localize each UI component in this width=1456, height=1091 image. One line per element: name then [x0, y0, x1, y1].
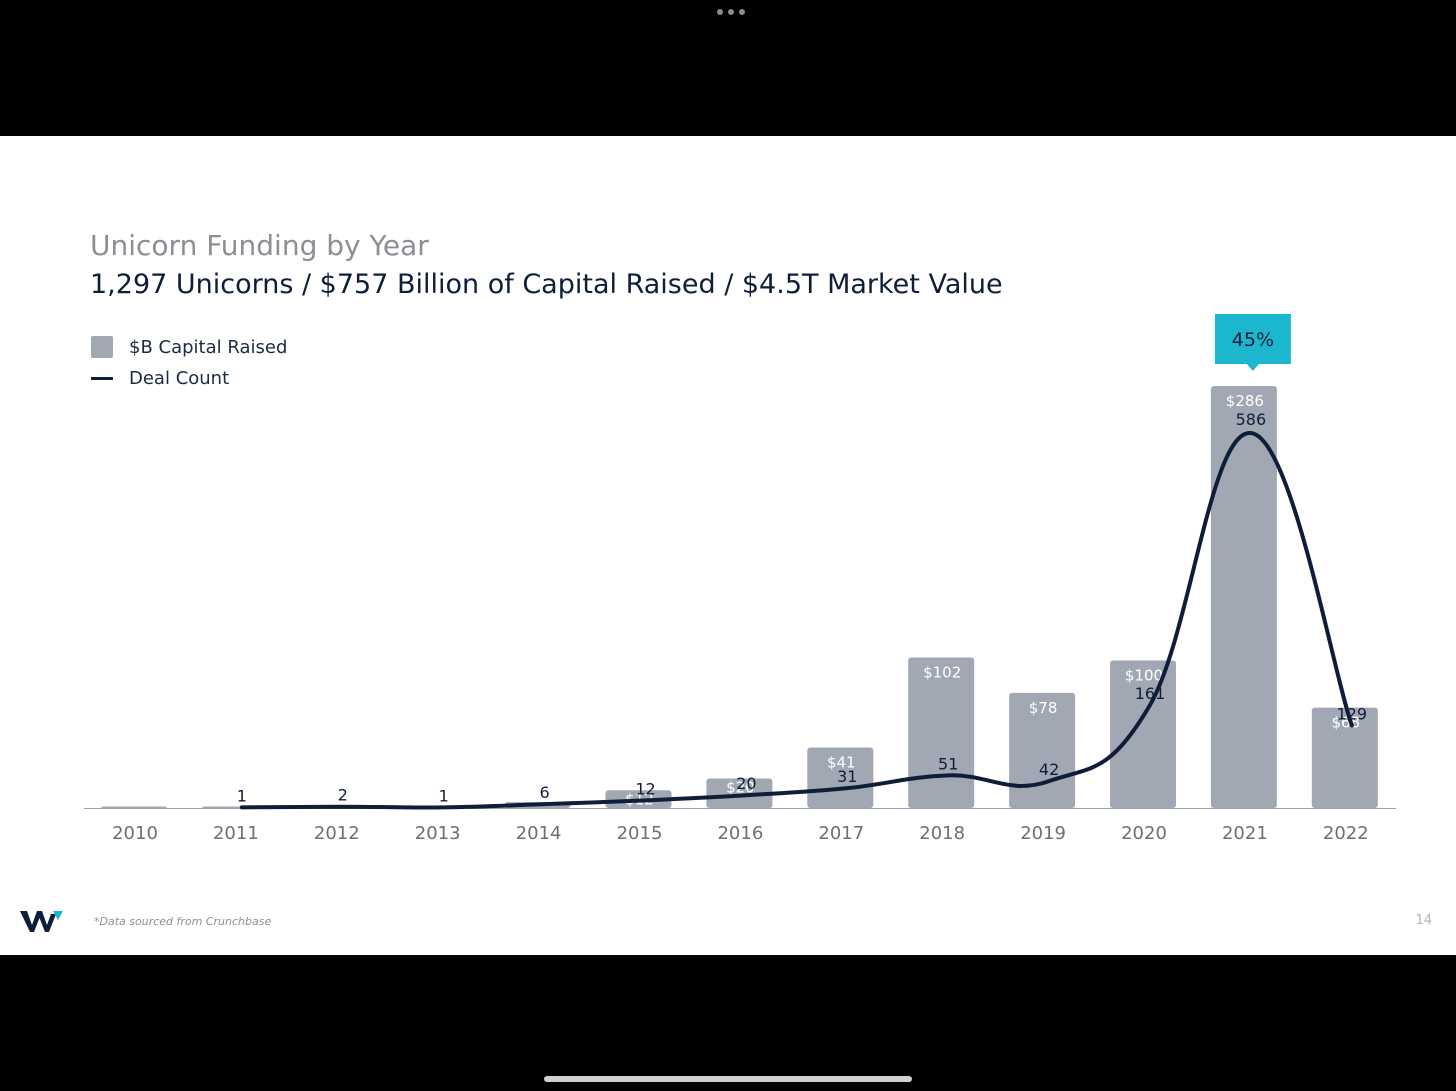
legend-capital-raised: $B Capital Raised — [91, 336, 287, 358]
callout-text: 45% — [1232, 329, 1274, 351]
page-number: 14 — [1415, 913, 1432, 928]
bar-2010 — [101, 806, 167, 808]
x-tick-2011: 2011 — [213, 823, 259, 844]
bar-2020 — [1110, 660, 1176, 808]
chart-subtitle: 1,297 Unicorns / $757 Billion of Capital… — [90, 269, 1003, 300]
deal-count-line — [239, 430, 1354, 810]
x-tick-2012: 2012 — [314, 823, 360, 844]
company-logo — [20, 911, 63, 932]
legend-capital-label: $B Capital Raised — [129, 336, 288, 358]
deal-count-label-2014: 6 — [540, 783, 550, 802]
deal-count-label-2016: 20 — [736, 774, 756, 793]
x-tick-2015: 2015 — [617, 823, 663, 844]
slide: Unicorn Funding by Year 1,297 Unicorns /… — [0, 136, 1456, 955]
bar-2018 — [908, 657, 975, 808]
deal-count-label-2017: 31 — [837, 767, 857, 786]
x-tick-2018: 2018 — [919, 823, 965, 844]
x-tick-2014: 2014 — [516, 823, 562, 844]
x-tick-2013: 2013 — [415, 823, 461, 844]
x-tick-2022: 2022 — [1323, 823, 1369, 844]
deal-count-label-2013: 1 — [439, 786, 449, 805]
deal-count-label-2018: 51 — [938, 754, 958, 773]
bar-value-label-2016: $20 — [726, 778, 755, 796]
legend-deal-count: Deal Count — [91, 368, 229, 389]
x-tick-2021: 2021 — [1222, 823, 1268, 844]
window-menu-dots[interactable] — [717, 9, 745, 15]
bar-2017 — [807, 747, 874, 808]
bar-value-label-2019: $78 — [1029, 699, 1058, 717]
x-tick-2020: 2020 — [1121, 823, 1167, 844]
deal-count-label-2020: 161 — [1135, 684, 1166, 703]
x-tick-2017: 2017 — [818, 823, 864, 844]
bar-value-label-2018: $102 — [923, 663, 961, 681]
bar-value-label-2022: $68 — [1331, 714, 1360, 732]
bar-2022 — [1311, 707, 1378, 808]
deal-count-label-2022: 129 — [1337, 704, 1368, 723]
bar-value-label-2017: $41 — [827, 754, 856, 772]
bar-2021 — [1210, 386, 1277, 808]
x-tick-2016: 2016 — [717, 823, 763, 844]
deal-count-label-2021: 586 — [1236, 410, 1267, 429]
x-tick-2019: 2019 — [1020, 823, 1066, 844]
legend-deal-label: Deal Count — [129, 368, 230, 389]
footnote: *Data sourced from Crunchbase — [94, 915, 272, 928]
callout-badge — [1214, 314, 1291, 371]
legend-line-swatch — [91, 377, 113, 380]
deal-count-label-2019: 42 — [1039, 760, 1059, 779]
deal-count-label-2015: 12 — [635, 779, 655, 798]
x-tick-2010: 2010 — [112, 823, 158, 844]
bar-2016 — [706, 778, 773, 808]
home-indicator[interactable] — [544, 1076, 912, 1082]
legend-bar-swatch — [91, 336, 113, 358]
deal-count-label-2011: 1 — [237, 786, 247, 805]
bar-value-label-2020: $100 — [1125, 666, 1163, 684]
deal-count-label-2012: 2 — [338, 786, 348, 805]
chart-title: Unicorn Funding by Year — [90, 229, 429, 262]
bar-value-label-2021: $286 — [1226, 392, 1264, 410]
